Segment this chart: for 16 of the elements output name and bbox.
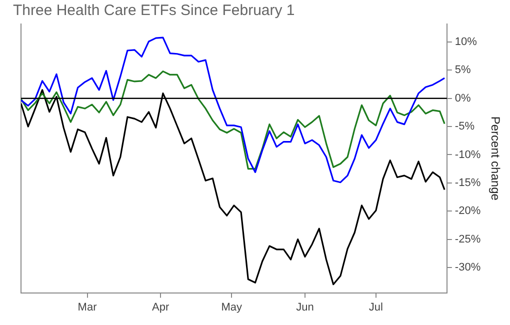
y-tick-label: -25% [454,233,481,246]
y-tick-label: -30% [454,261,481,274]
chart-title: Three Health Care ETFs Since February 1 [13,2,295,20]
y-tick-label: 10% [454,36,478,48]
y-tick-label: 5% [454,64,472,76]
x-tick-label: Mar [78,301,98,314]
y-tick-label: -15% [454,176,481,189]
y-tick-label: -5% [454,120,475,133]
x-tick-label: Jun [296,301,314,314]
x-tick-label: Apr [152,301,170,314]
y-axis-title: Percent change [488,116,502,201]
y-tick-label: -10% [454,148,481,161]
y-tick-label: -20% [454,205,481,218]
x-tick-label: Jul [368,301,383,314]
x-tick-label: May [221,301,242,314]
y-tick-label: 0% [454,92,472,104]
